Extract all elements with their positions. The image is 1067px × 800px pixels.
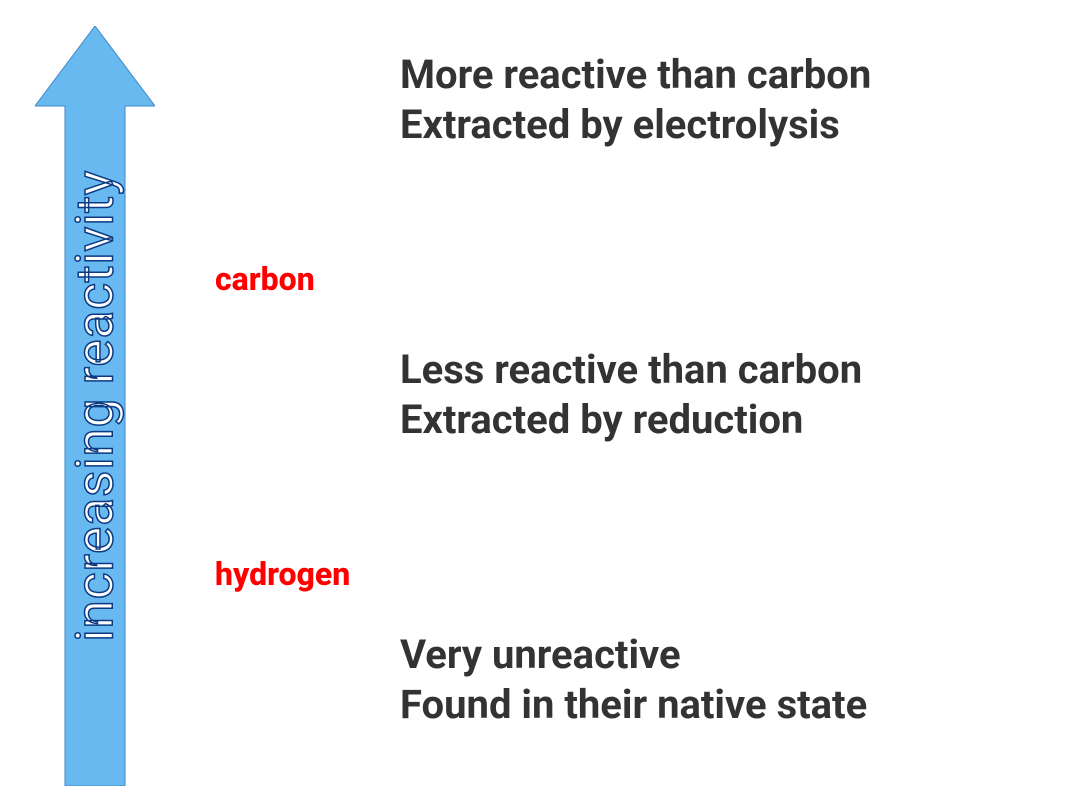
section-bottom-line2: Found in their native state bbox=[400, 680, 1020, 730]
reactivity-arrow: increasing reactivity bbox=[55, 26, 135, 786]
section-middle: Less reactive than carbon Extracted by r… bbox=[400, 345, 1020, 445]
divider-hydrogen: hydrogen bbox=[215, 555, 350, 593]
divider-carbon: carbon bbox=[215, 260, 315, 298]
section-middle-line2: Extracted by reduction bbox=[400, 395, 1020, 445]
section-top: More reactive than carbon Extracted by e… bbox=[400, 50, 1020, 150]
section-top-line2: Extracted by electrolysis bbox=[400, 100, 1020, 150]
section-middle-line1: Less reactive than carbon bbox=[400, 345, 1020, 395]
arrow-label: increasing reactivity bbox=[65, 170, 126, 642]
section-bottom: Very unreactive Found in their native st… bbox=[400, 630, 1020, 730]
section-top-line1: More reactive than carbon bbox=[400, 50, 1020, 100]
section-bottom-line1: Very unreactive bbox=[400, 630, 1020, 680]
